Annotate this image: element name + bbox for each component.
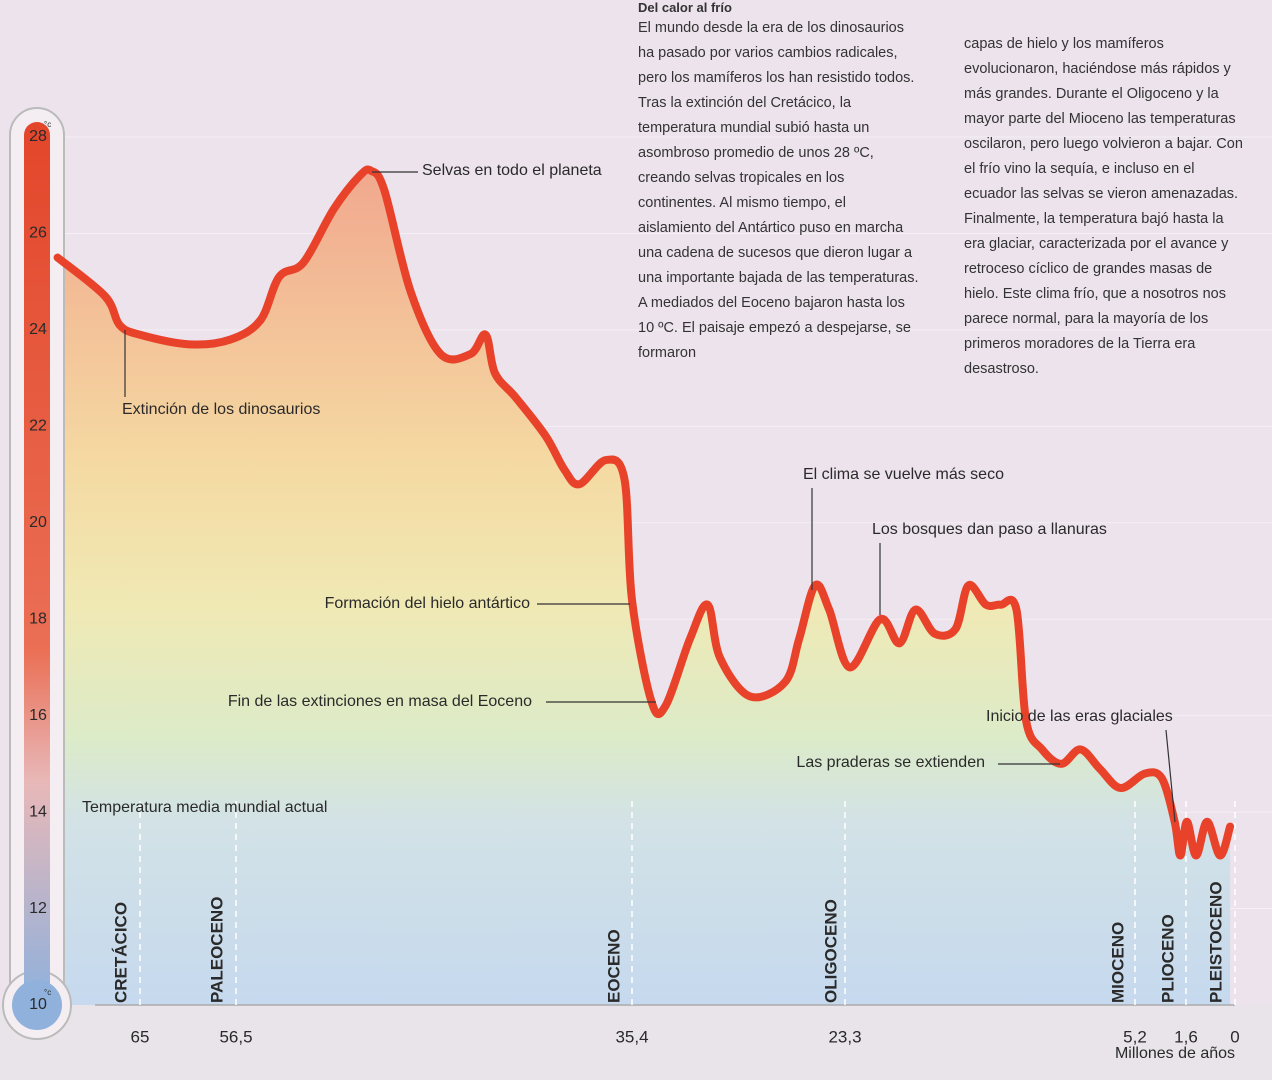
era-label: MIOCENO <box>1108 922 1127 1003</box>
sidebar-text: El mundo desde la era de los dinosaurios… <box>638 20 919 361</box>
y-unit: °c <box>44 988 51 997</box>
y-unit: °c <box>44 120 51 129</box>
era-label: CRETÁCICO <box>111 902 130 1003</box>
thermometer <box>2 107 72 1040</box>
era-label: OLIGOCENO <box>821 899 840 1003</box>
y-tick-label: 14 <box>29 803 47 820</box>
sidebar: Del calor al frío El mundo desde la era … <box>638 0 1248 382</box>
area <box>57 169 1231 1005</box>
y-tick-label: 10 <box>29 996 47 1013</box>
x-tick-label: 1,6 <box>1174 1027 1198 1046</box>
line <box>53 165 1235 860</box>
annotation: El clima se vuelve más seco <box>803 466 1004 483</box>
y-tick-label: 24 <box>29 321 47 338</box>
annotation: Temperatura media mundial actual <box>82 799 327 816</box>
x-tick-label: 23,3 <box>828 1027 861 1046</box>
era-label: PALEOCENO <box>207 897 226 1003</box>
x-tick-label: 56,5 <box>219 1027 252 1046</box>
annotation: Extinción de los dinosaurios <box>122 401 320 418</box>
era-label: PLEISTOCENO <box>1206 881 1225 1003</box>
annotation: Las praderas se extienden <box>796 754 985 771</box>
leader-line <box>1165 729 1176 823</box>
era-label: EOCENO <box>604 929 623 1003</box>
y-tick-label: 20 <box>29 514 47 531</box>
y-tick-label: 22 <box>29 418 47 435</box>
y-tick-label: 18 <box>29 610 47 627</box>
annotation: Fin de las extinciones en masa del Eocen… <box>228 693 532 710</box>
y-tick-label: 26 <box>29 225 47 242</box>
x-axis-label: Millones de años <box>1115 1045 1235 1062</box>
sidebar-title: Del calor al frío <box>638 0 732 15</box>
y-tick-label: 16 <box>29 707 47 724</box>
x-tick-label: 0 <box>1230 1027 1239 1046</box>
annotation: Los bosques dan paso a llanuras <box>872 521 1107 538</box>
sidebar-text: capas de hielo y los mamíferos evolucion… <box>964 36 1243 377</box>
annotation: Inicio de las eras glaciales <box>986 708 1173 725</box>
x-tick-label: 65 <box>131 1027 150 1046</box>
y-tick-label: 12 <box>29 900 47 917</box>
x-tick-label: 35,4 <box>615 1027 648 1046</box>
y-tick-label: 28 <box>29 128 47 145</box>
annotation: Selvas en todo el planeta <box>422 162 602 179</box>
footer-bg <box>0 1005 1272 1080</box>
x-tick-label: 5,2 <box>1123 1027 1147 1046</box>
annotation: Formación del hielo antártico <box>325 595 531 612</box>
era-label: PLIOCENO <box>1158 914 1177 1003</box>
